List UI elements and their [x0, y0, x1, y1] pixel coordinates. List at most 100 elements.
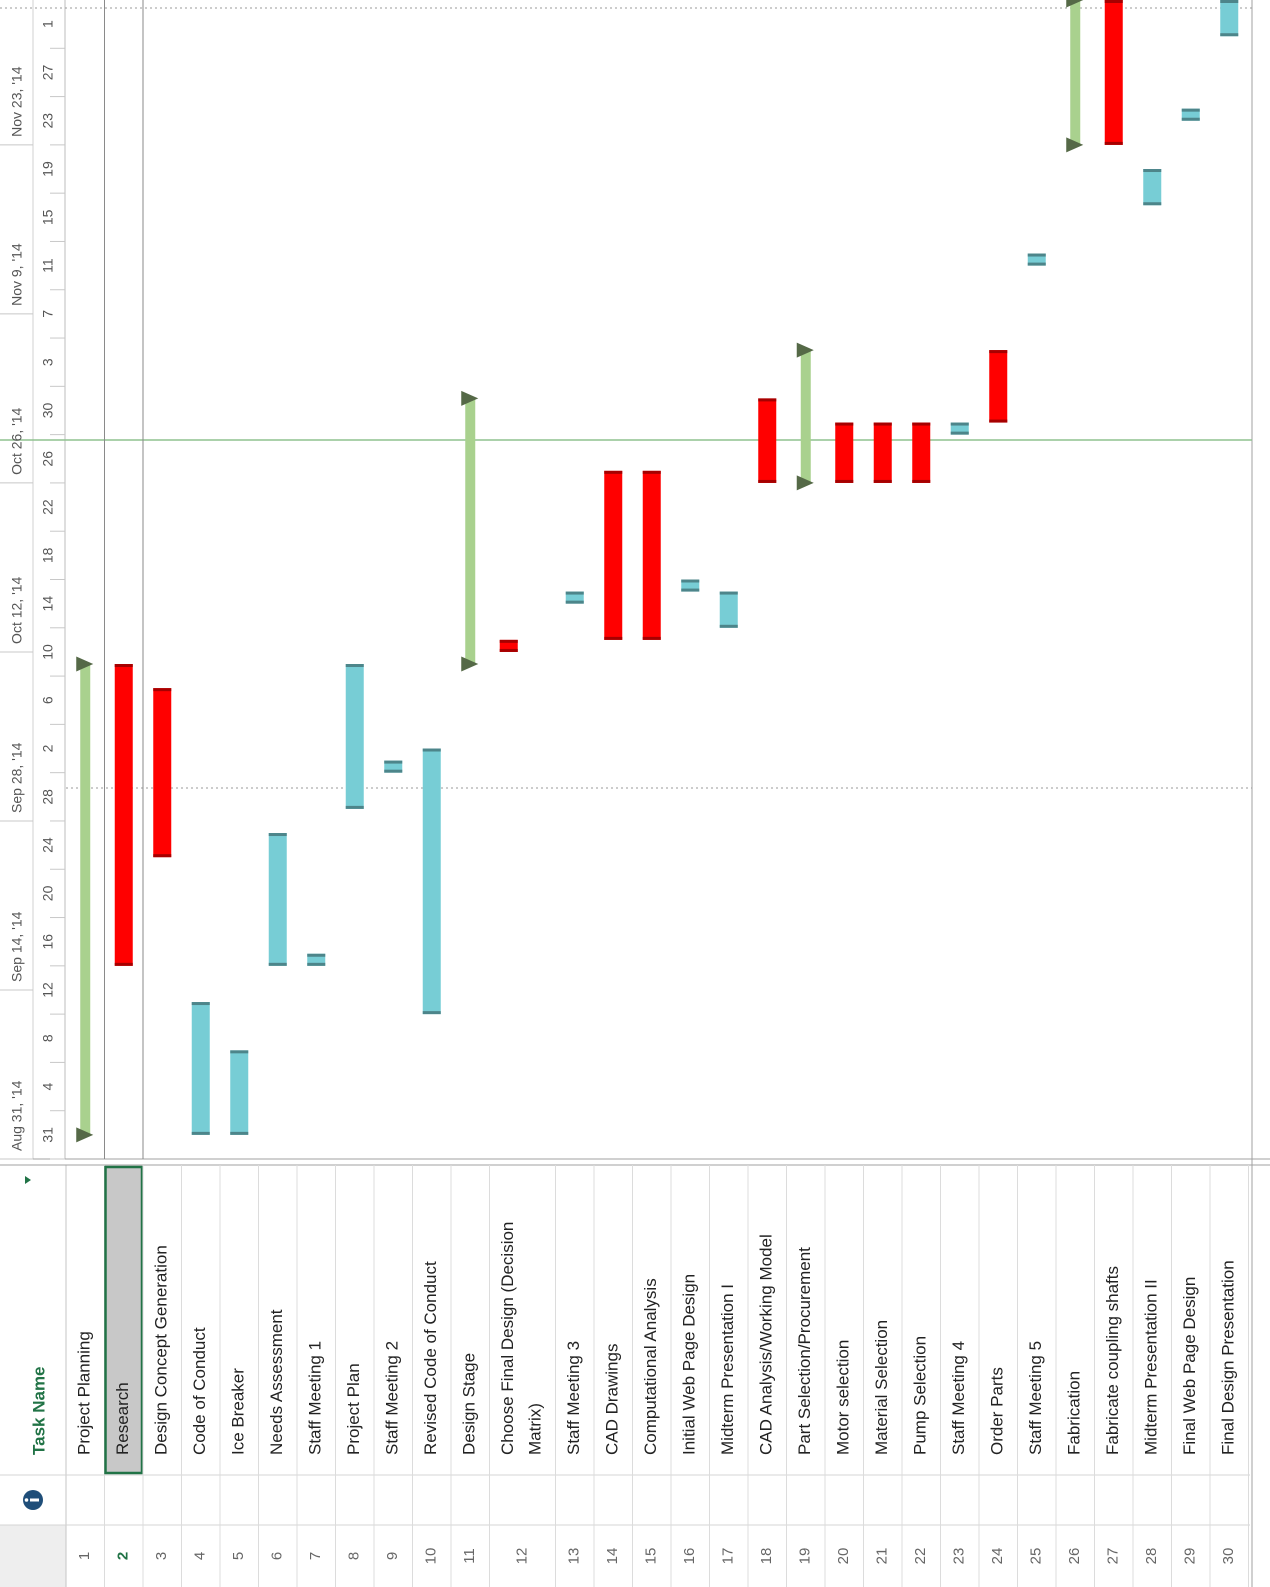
bar-cap [345, 664, 364, 668]
task-name: Needs Assessment [267, 1309, 286, 1455]
bar-cap [604, 470, 623, 474]
task-bar [268, 833, 287, 966]
minor-tick-label: 26 [40, 451, 56, 467]
minor-tick-label: 3 [40, 358, 56, 366]
bar-cap [230, 1131, 249, 1135]
minor-tick-label: 24 [40, 837, 56, 853]
major-tick-label: Sep 28, '14 [9, 742, 25, 813]
task-bar [1104, 0, 1123, 145]
chart [0, 0, 1252, 1159]
task-id: 23 [951, 1548, 968, 1565]
task-name: Midterm Presentation I [718, 1284, 737, 1455]
bar-cap [1181, 108, 1200, 112]
task-bar [191, 1002, 210, 1135]
task-id: 6 [269, 1552, 286, 1560]
bar-cap [153, 688, 172, 692]
bar-cap [719, 624, 738, 628]
summary-bar [800, 350, 811, 483]
summary-end [76, 656, 94, 672]
bar-cap [1027, 262, 1046, 266]
bar-cap [345, 805, 364, 809]
summary-end [1066, 137, 1084, 153]
bar-cap [1027, 253, 1046, 257]
bar-cap [873, 422, 892, 426]
summary-bar [465, 398, 476, 665]
bar-cap [499, 648, 518, 652]
minor-tick-label: 2 [40, 744, 56, 752]
major-tick-label: Oct 26, '14 [9, 407, 25, 474]
minor-tick-label: 8 [40, 1034, 56, 1042]
minor-tick-label: 22 [40, 499, 56, 515]
header-dropdown[interactable] [25, 1176, 31, 1184]
major-tick-label: Sep 14, '14 [9, 911, 25, 982]
minor-tick-label: 27 [40, 64, 56, 80]
bar-cap [1220, 33, 1239, 37]
bar-cap [1220, 0, 1239, 3]
task-bar [950, 422, 969, 435]
task-id: 28 [1143, 1548, 1160, 1565]
minor-tick-label: 1 [40, 20, 56, 28]
task-id: 25 [1028, 1548, 1045, 1565]
task-id: 1 [76, 1552, 93, 1560]
bar-cap [950, 422, 969, 426]
task-name: Revised Code of Conduct [421, 1261, 440, 1455]
minor-tick-label: 18 [40, 547, 56, 563]
task-bar [1181, 108, 1200, 121]
minor-tick-label: 7 [40, 310, 56, 318]
task-bar [114, 664, 133, 966]
major-tick-label: Aug 31, '14 [9, 1080, 25, 1151]
task-name: Part Selection/Procurement [795, 1247, 814, 1455]
bar-cap [681, 579, 700, 583]
bar-cap [835, 422, 854, 426]
summary-end [461, 656, 479, 672]
minor-tick-label: 19 [40, 161, 56, 177]
task-name: Pump Selection [911, 1336, 930, 1455]
minor-tick-label: 4 [40, 1082, 56, 1090]
bar-cap [230, 1050, 249, 1054]
task-name: Initial Web Page Design [680, 1274, 699, 1455]
bar-cap [422, 748, 441, 752]
task-id: 4 [192, 1552, 209, 1560]
task-id: 24 [989, 1548, 1006, 1565]
minor-tick-label: 31 [40, 1127, 56, 1143]
task-bar [681, 579, 700, 592]
task-name: Ice Breaker [229, 1368, 248, 1455]
minor-tick-label: 6 [40, 696, 56, 704]
task-bar [642, 470, 661, 640]
task-id: 3 [153, 1552, 170, 1560]
task-id: 9 [384, 1552, 401, 1560]
bar-cap [835, 479, 854, 483]
task-name: Final Design Presentation [1219, 1260, 1238, 1455]
task-name: Project Planning [75, 1331, 94, 1455]
summary-end [76, 1127, 94, 1143]
major-tick-label: Oct 12, '14 [9, 576, 25, 643]
task-id: 18 [758, 1548, 775, 1565]
bar-cap [565, 600, 584, 604]
task-bar [307, 953, 326, 966]
task-id: 20 [835, 1548, 852, 1565]
task-name: Computational Analysis [641, 1278, 660, 1455]
task-name: Design Stage [460, 1353, 479, 1455]
task-bar [835, 422, 854, 483]
bar-cap [1104, 0, 1123, 3]
bar-cap [268, 962, 287, 966]
bar-cap [873, 479, 892, 483]
major-tick-label: Nov 23, '14 [9, 66, 25, 137]
bar-cap [153, 854, 172, 858]
task-id: 13 [566, 1548, 583, 1565]
task-id: 21 [874, 1548, 891, 1565]
bar-cap [1143, 202, 1162, 206]
task-bar [1027, 253, 1046, 266]
bar-cap [642, 636, 661, 640]
bar-cap [114, 962, 133, 966]
task-name: Staff Meeting 1 [306, 1341, 325, 1455]
task-name: Staff Meeting 3 [564, 1341, 583, 1455]
bar-cap [384, 760, 403, 764]
column-header[interactable]: Task Name [29, 1366, 48, 1455]
task-id: 19 [797, 1548, 814, 1565]
summary-end [1066, 0, 1084, 8]
summary-end [796, 475, 814, 491]
task-name: Staff Meeting 4 [949, 1341, 968, 1455]
bar-cap [499, 639, 518, 643]
